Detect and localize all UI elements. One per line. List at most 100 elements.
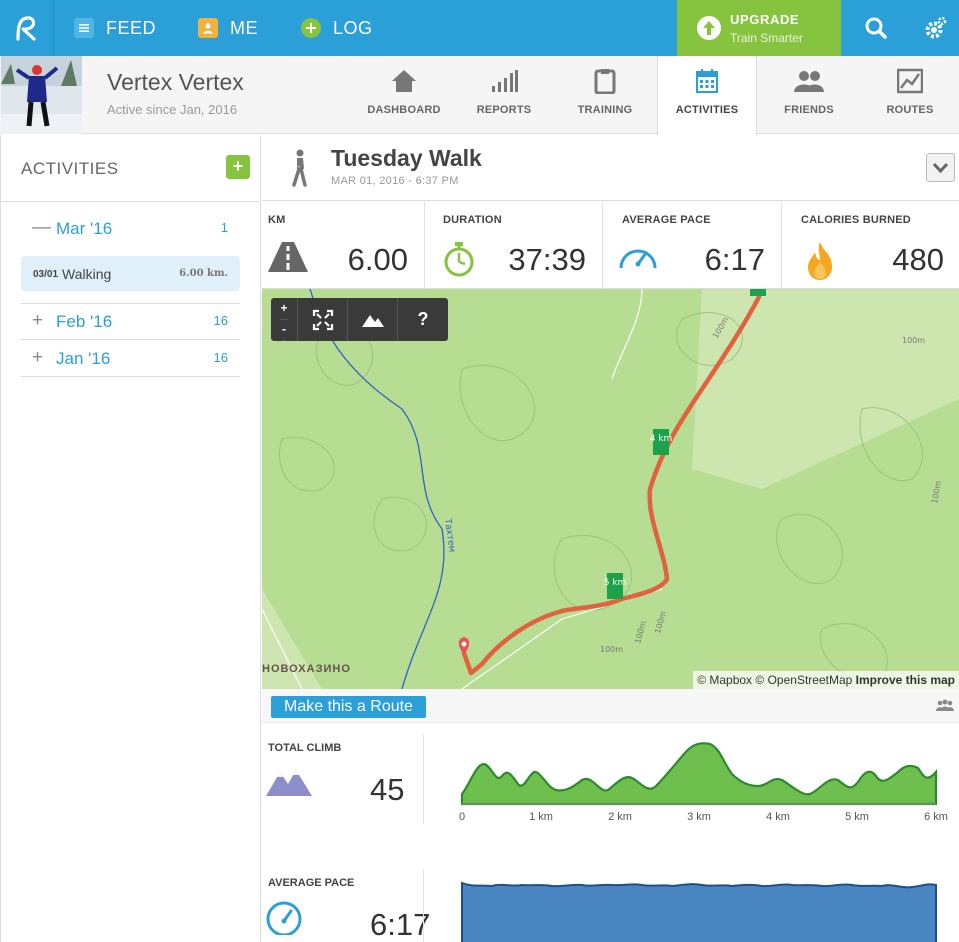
plus-circle-icon: [301, 18, 321, 38]
mountains-icon: [266, 770, 312, 796]
x-axis-ticks: 0 1 km 2 km 3 km 4 km 5 km 6 km: [459, 811, 948, 823]
month-label: Jan '16: [56, 349, 111, 368]
speedometer-icon: [619, 249, 657, 269]
tab-activities[interactable]: ACTIVITIES: [657, 56, 757, 135]
month-feb-16[interactable]: + Feb '16 16: [21, 304, 240, 340]
stat-value: 6.00: [347, 242, 408, 277]
nav-log[interactable]: LOG: [301, 0, 373, 56]
month-count: 16: [213, 313, 228, 328]
x-tick: 0: [459, 811, 465, 823]
contour-label: 100m: [930, 480, 943, 504]
map-attribution: © Mapbox © OpenStreetMap Improve this ma…: [693, 671, 959, 689]
mapbox-link[interactable]: © Mapbox: [697, 673, 753, 687]
improve-map-link[interactable]: Improve this map: [855, 673, 955, 687]
activity-item-type: Walking: [62, 266, 112, 282]
zoom-controls: + -: [271, 298, 298, 341]
x-tick: 1 km: [529, 811, 553, 823]
sidebar-divider: [1, 201, 261, 202]
pace-chart: [461, 881, 937, 942]
total-climb-section: TOTAL CLIMB 45 0 1 km 2 km 3 km 4 km 5 k…: [262, 724, 959, 834]
activity-item-walking[interactable]: 03/01 Walking 6.00 km.: [21, 256, 240, 291]
month-jan-16[interactable]: + Jan '16 16: [21, 341, 240, 377]
stats-row: KM 6.00 DURATION 37:39 AVERAGE PACE: [262, 202, 959, 289]
activity-title: Tuesday Walk: [331, 145, 482, 171]
activity-item-date: 03/01: [33, 269, 59, 280]
profile-name: Vertex Vertex: [107, 69, 244, 95]
upgrade-button[interactable]: UPGRADE Train Smarter: [677, 0, 841, 56]
nav-feed[interactable]: FEED: [74, 0, 156, 56]
zoom-in-button[interactable]: +: [280, 299, 288, 320]
tab-dashboard-label: DASHBOARD: [367, 104, 441, 116]
friends-icon: [794, 71, 824, 92]
osm-link[interactable]: © OpenStreetMap: [755, 673, 853, 687]
tab-dashboard[interactable]: DASHBOARD: [354, 56, 454, 134]
stat-calories: CALORIES BURNED 480: [782, 202, 959, 289]
activities-sidebar: ACTIVITIES + — Mar '16 1 03/01 Walking 6…: [0, 135, 261, 942]
activity-options-dropdown[interactable]: [926, 153, 955, 182]
chevron-down-icon: [932, 162, 949, 174]
profile-since: Active since Jan, 2016: [107, 102, 238, 117]
contour-label: 100m: [902, 336, 925, 345]
top-navigation-bar: FEED ME LOG UPGRADE Train Smarter: [0, 0, 959, 56]
stat-value: 6:17: [704, 242, 765, 277]
home-icon: [392, 70, 416, 92]
route-map[interactable]: Тахтем 100m 100m 100m 100m 100m 100m 4 k…: [262, 289, 959, 689]
speedometer-icon: [266, 901, 302, 935]
flame-icon: [808, 242, 832, 280]
map-help-button[interactable]: ?: [417, 309, 429, 329]
km-marker-top: [750, 289, 766, 296]
gear-icon[interactable]: [920, 14, 948, 42]
walking-icon: [292, 149, 307, 187]
month-count: 1: [220, 220, 228, 235]
stat-label: CALORIES BURNED: [801, 214, 911, 226]
tab-reports-label: REPORTS: [476, 104, 532, 116]
tab-reports[interactable]: REPORTS: [454, 56, 554, 134]
make-route-button[interactable]: Make this a Route: [271, 696, 426, 718]
runkeeper-logo[interactable]: [0, 0, 54, 56]
x-tick: 3 km: [687, 811, 711, 823]
calendar-icon: [696, 69, 718, 93]
tab-training[interactable]: TRAINING: [555, 56, 655, 134]
sidebar-title: ACTIVITIES: [21, 159, 119, 178]
x-tick: 6 km: [924, 811, 948, 823]
tab-routes[interactable]: ROUTES: [860, 56, 959, 134]
month-label: Feb '16: [56, 312, 113, 331]
avatar[interactable]: [1, 56, 82, 134]
elevation-chart: 0 1 km 2 km 3 km 4 km 5 km 6 km: [459, 742, 948, 823]
nav-me[interactable]: ME: [198, 0, 258, 56]
add-activity-button[interactable]: +: [226, 155, 250, 179]
total-climb-label: TOTAL CLIMB: [268, 742, 342, 754]
collapse-icon: —: [32, 217, 51, 238]
search-icon[interactable]: [862, 14, 890, 42]
stat-label: DURATION: [443, 214, 502, 226]
road-icon: [268, 242, 308, 272]
contour-label: 100m: [600, 645, 623, 654]
terrain-button[interactable]: [348, 298, 398, 341]
route-bar: Make this a Route: [262, 689, 959, 723]
activity-item-distance: 6.00 km.: [179, 268, 228, 279]
clipboard-icon: [594, 69, 616, 94]
upgrade-title: UPGRADE: [730, 12, 800, 27]
fullscreen-button[interactable]: [298, 298, 348, 341]
x-tick: 4 km: [766, 811, 790, 823]
average-pace-label: AVERAGE PACE: [268, 877, 355, 889]
tab-friends[interactable]: FRIENDS: [759, 56, 859, 134]
svg-text:5 km: 5 km: [604, 578, 627, 588]
tab-training-label: TRAINING: [577, 104, 633, 116]
average-pace-section: AVERAGE PACE 6:17: [262, 859, 959, 942]
month-count: 16: [213, 350, 228, 365]
activity-date: MAR 01, 2016 - 6:37 PM: [331, 175, 459, 187]
mountain-icon: [361, 314, 384, 327]
logo-icon: [15, 16, 36, 41]
section-divider: [423, 869, 424, 942]
stat-label: KM: [268, 214, 286, 226]
people-icon[interactable]: [935, 699, 955, 713]
x-tick: 2 km: [608, 811, 632, 823]
month-mar-16[interactable]: — Mar '16 1: [21, 211, 240, 247]
river-label: Тахтем: [442, 517, 457, 553]
month-label: Mar '16: [56, 219, 113, 238]
bar-chart-icon: [492, 70, 518, 92]
tab-routes-label: ROUTES: [886, 104, 934, 116]
zoom-out-button[interactable]: -: [282, 320, 286, 341]
expand-icon: +: [32, 310, 44, 331]
